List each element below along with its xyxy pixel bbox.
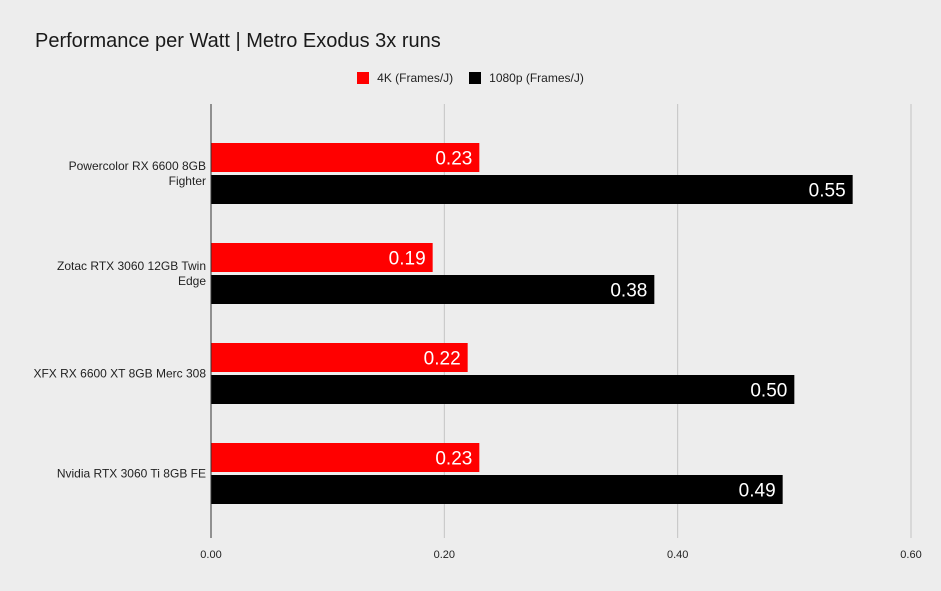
bar	[211, 343, 468, 372]
bar	[211, 243, 433, 272]
category-label: Zotac RTX 3060 12GB Twin	[57, 259, 206, 273]
legend-item-1080p: 1080p (Frames/J)	[469, 71, 584, 85]
legend-swatch-1080p	[469, 72, 482, 84]
x-tick-label: 0.60	[900, 549, 921, 561]
category-label: Nvidia RTX 3060 Ti 8GB FE	[57, 467, 206, 481]
category-label: XFX RX 6600 XT 8GB Merc 308	[33, 367, 206, 381]
x-tick-label: 0.20	[434, 549, 455, 561]
bar	[211, 143, 480, 172]
data-label: 0.23	[435, 149, 472, 170]
legend-label-4k: 4K (Frames/J)	[377, 71, 454, 85]
x-tick-label: 0.40	[667, 549, 688, 561]
bar	[211, 443, 480, 472]
chart-title: Performance per Watt | Metro Exodus 3x r…	[35, 30, 441, 52]
data-label: 0.19	[389, 249, 426, 270]
category-label: Edge	[178, 274, 206, 288]
legend-swatch-4k	[357, 72, 370, 84]
bar	[211, 275, 655, 304]
legend-label-1080p: 1080p (Frames/J)	[489, 71, 584, 85]
legend: 4K (Frames/J) 1080p (Frames/J)	[0, 71, 941, 85]
data-label: 0.22	[424, 349, 461, 370]
category-label: Powercolor RX 6600 8GB	[69, 159, 206, 173]
legend-item-4k: 4K (Frames/J)	[357, 71, 453, 85]
data-label: 0.55	[809, 181, 846, 202]
bar	[211, 375, 795, 404]
data-label: 0.23	[435, 449, 472, 470]
bar	[211, 175, 853, 204]
category-label: Fighter	[169, 174, 206, 188]
data-label: 0.50	[750, 381, 787, 402]
data-label: 0.49	[739, 481, 776, 502]
x-tick-label: 0.00	[200, 549, 221, 561]
data-label: 0.38	[610, 281, 647, 302]
bar	[211, 475, 783, 504]
